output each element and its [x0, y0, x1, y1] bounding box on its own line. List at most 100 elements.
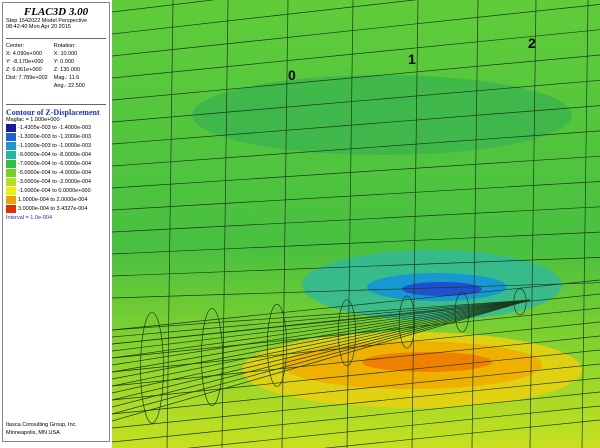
tunnel-ring	[338, 299, 356, 367]
footer: Itasca Consulting Group, Inc. Minneapoli…	[6, 421, 77, 437]
mesh-line	[471, 0, 479, 448]
mesh-line	[112, 363, 600, 415]
tunnel-ring	[454, 292, 470, 333]
tunnel-line	[112, 299, 531, 387]
legend-label: -1.0000e-004 to 0.0000e+000	[18, 187, 91, 194]
mesh-line	[166, 0, 174, 448]
section-label: 1	[408, 51, 416, 67]
rotation: Rotation: X: 10.000 Y: 0.000 Z: 130.000 Mag.…	[54, 42, 85, 90]
section-labels: 0 1 2	[288, 35, 536, 83]
tunnel-line	[112, 299, 531, 401]
mesh-line	[112, 231, 600, 255]
tunnel-line	[112, 299, 531, 331]
legend-entry: -1.1000e-003 to -1.0000e-003	[6, 141, 106, 150]
tunnel-line	[112, 299, 531, 394]
legend-label: -1.1000e-003 to -1.0000e-003	[18, 142, 92, 149]
mesh-line	[112, 335, 600, 387]
mesh-line	[581, 0, 589, 448]
mesh-line	[112, 282, 600, 299]
tunnel-line	[112, 299, 531, 338]
mesh-line	[112, 0, 216, 13]
legend-swatch	[6, 150, 16, 159]
mesh-line	[112, 257, 600, 277]
legend-label: 1.0000e-004 to 2.0000e-004	[18, 196, 88, 203]
mesh-line	[112, 181, 600, 211]
legend-label: -9.0000e-004 to -8.0000e-004	[18, 151, 92, 158]
tunnel-ring	[140, 312, 164, 424]
legend-entry: -7.0000e-004 to -6.0000e-004	[6, 159, 106, 168]
legend-entry: -1.0000e-004 to 0.0000e+000	[6, 186, 106, 195]
location: Minneapolis, MN USA	[6, 430, 60, 436]
rotation-line: Rotation:	[53, 43, 76, 49]
legend-swatch	[6, 204, 16, 213]
legend: -1.4305e-003 to -1.4000e-003 -1.3000e-003…	[6, 123, 106, 213]
center-line: Y: -8.170e+000	[6, 59, 44, 65]
company: Itasca Consulting Group, Inc.	[6, 422, 77, 428]
tunnel-line	[112, 299, 531, 352]
legend-label: -1.4305e-003 to -1.4000e-003	[18, 124, 92, 131]
mesh-line	[112, 105, 600, 145]
step: Step 1542022 Model Perspective	[6, 18, 88, 24]
contour-zone	[362, 352, 492, 372]
mesh	[112, 0, 600, 448]
section-label: 0	[288, 67, 296, 83]
info-panel: FLAC3D 3.00 Step 1542022 Model Perspecti…	[2, 2, 110, 442]
legend-entry: -1.4305e-003 to -1.4000e-003	[6, 123, 106, 132]
tunnel-line	[112, 299, 531, 366]
tunnel-line	[112, 299, 531, 373]
legend-swatch	[6, 168, 16, 177]
mesh-line	[529, 0, 537, 448]
legend-swatch	[6, 141, 16, 150]
center: Center: X: 4.090e+000 Y: -8.170e+000 Z: 6.0…	[6, 42, 48, 90]
date: 08:42:40 Mon Apr 20 2015	[6, 24, 71, 30]
tunnel-line	[112, 299, 531, 359]
magfac: Magfac = 1.000e+000	[6, 117, 60, 123]
center-line: Dist: 7.789e+002	[6, 75, 48, 81]
rotation-line: Ang.: 22.500	[53, 83, 85, 89]
rotation-line: Y: 0.000	[53, 59, 74, 65]
rotation-line: Mag.: 11.6	[53, 75, 80, 81]
legend-entry: -9.0000e-004 to -8.0000e-004	[6, 150, 106, 159]
rotation-line: Z: 130.000	[53, 67, 81, 73]
mesh-line	[112, 377, 600, 429]
mesh-line	[112, 0, 418, 35]
mesh-line	[112, 130, 600, 167]
tunnel-line	[112, 299, 531, 345]
mesh-line	[281, 0, 289, 448]
mesh-line	[112, 29, 600, 79]
legend-swatch	[6, 132, 16, 141]
legend-swatch	[6, 195, 16, 204]
mesh-line	[112, 54, 600, 101]
center-line: Z: 6.061e+000	[6, 67, 42, 73]
mesh-line	[112, 206, 600, 233]
mesh-line	[112, 279, 600, 331]
legend-label: -1.3000e-003 to -1.2000e-003	[18, 133, 92, 140]
rotation-line: X: 10.000	[53, 51, 78, 57]
center-line: X: 4.090e+000	[6, 51, 42, 57]
title: FLAC3D 3.00	[23, 6, 89, 18]
tunnel-line	[112, 299, 531, 380]
mesh-line	[112, 4, 600, 57]
legend-entry: -1.3000e-003 to -1.2000e-003	[6, 132, 106, 141]
legend-swatch	[6, 123, 16, 132]
tunnel-line	[112, 299, 531, 408]
legend-entry: -3.0000e-004 to -2.0000e-004	[6, 177, 106, 186]
view-info: Center: X: 4.090e+000 Y: -8.170e+000 Z: 6.0…	[6, 38, 106, 90]
section-label: 2	[528, 35, 536, 51]
interval: Interval = 1.0e-004	[6, 215, 53, 221]
center-line: Center:	[6, 43, 25, 49]
tunnel-line	[112, 299, 531, 415]
legend-entry: -5.0000e-004 to -4.0000e-004	[6, 168, 106, 177]
legend-label: 3.0000e-004 to 3.4327e-004	[18, 205, 88, 212]
legend-swatch	[6, 186, 16, 195]
mesh-line	[112, 391, 600, 443]
legend-swatch	[6, 177, 16, 186]
legend-label: -5.0000e-004 to -4.0000e-004	[18, 169, 92, 176]
mesh-line	[112, 155, 600, 189]
legend-label: -7.0000e-004 to -6.0000e-004	[18, 160, 92, 167]
mesh-line	[346, 0, 354, 448]
legend-entry: 1.0000e-004 to 2.0000e-004	[6, 195, 106, 204]
tunnel-line	[112, 299, 531, 422]
legend-label: -3.0000e-004 to -2.0000e-004	[18, 178, 92, 185]
